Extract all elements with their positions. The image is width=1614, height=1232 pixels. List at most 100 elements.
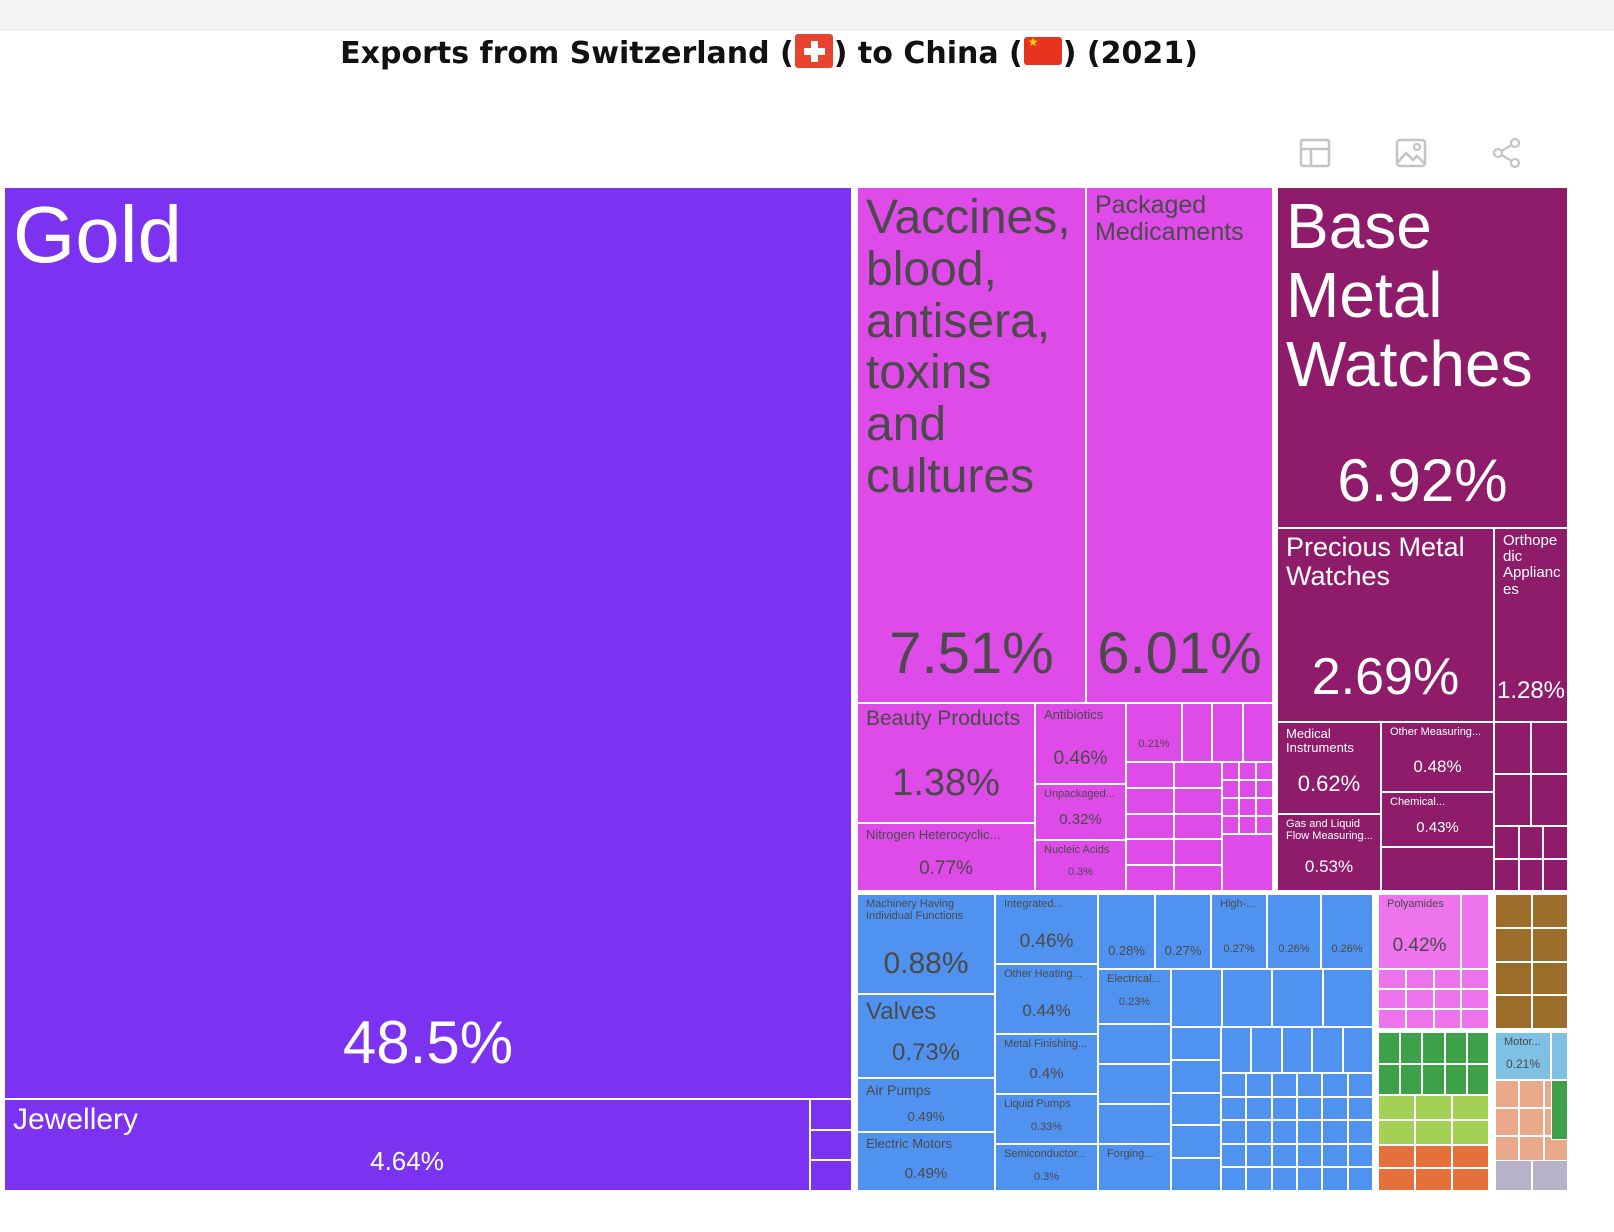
treemap-tile[interactable]: 0.26%	[1321, 894, 1373, 969]
treemap-tile-small[interactable]	[1271, 1073, 1297, 1097]
treemap-tile-small[interactable]	[810, 1129, 852, 1161]
treemap-tile-small[interactable]	[1171, 1059, 1221, 1093]
treemap-tile-small[interactable]	[1322, 1167, 1348, 1191]
treemap-tile[interactable]: Air Pumps 0.49%	[857, 1078, 995, 1132]
treemap-tile-small[interactable]	[1322, 1073, 1348, 1097]
treemap-tile-small[interactable]	[1239, 816, 1256, 834]
treemap-tile-small[interactable]	[810, 1160, 852, 1191]
treemap-tile-small[interactable]	[1461, 989, 1489, 1009]
treemap-tile-small[interactable]	[1281, 1027, 1313, 1073]
treemap-tile-small[interactable]	[1543, 826, 1568, 859]
treemap-tile-small[interactable]	[1400, 1032, 1423, 1064]
treemap-tile-small[interactable]	[1222, 834, 1273, 891]
treemap-tile-small[interactable]	[1322, 1096, 1348, 1121]
treemap-tile-small[interactable]	[1347, 1096, 1373, 1121]
treemap-tile-small[interactable]	[1174, 839, 1222, 866]
treemap-tile-small[interactable]	[1531, 774, 1568, 826]
treemap-tile[interactable]: Motor... 0.21%	[1495, 1032, 1551, 1080]
treemap-tile-small[interactable]	[1444, 1032, 1467, 1064]
treemap-tile-small[interactable]	[1495, 927, 1532, 962]
treemap-tile-small[interactable]	[1378, 989, 1406, 1009]
treemap-tile-small[interactable]	[1378, 1145, 1415, 1168]
treemap-tile-small[interactable]	[1271, 1167, 1297, 1191]
treemap-tile[interactable]: High-... 0.27%	[1211, 894, 1267, 969]
treemap-tile-small[interactable]	[1378, 1032, 1401, 1064]
treemap-tile-small[interactable]	[1271, 1096, 1297, 1121]
treemap-tile-small[interactable]	[1433, 969, 1462, 989]
treemap-tile[interactable]: Electric Motors 0.49%	[857, 1132, 995, 1191]
treemap-tile-small[interactable]	[1381, 847, 1494, 891]
treemap-tile-small[interactable]	[1461, 894, 1489, 969]
treemap-tile[interactable]: Precious Metal Watches 2.69%	[1277, 528, 1494, 722]
treemap-tile-small[interactable]	[1415, 1095, 1452, 1120]
treemap-tile-small[interactable]	[1494, 826, 1519, 859]
treemap-tile-small[interactable]	[1494, 774, 1531, 826]
treemap-tile-small[interactable]	[1342, 1027, 1373, 1073]
treemap-tile-small[interactable]	[1246, 1167, 1272, 1191]
treemap-tile-small[interactable]	[1222, 780, 1239, 798]
treemap-tile[interactable]: Gold 48.5%	[4, 187, 852, 1099]
treemap-tile-small[interactable]	[1495, 995, 1532, 1029]
treemap-tile-small[interactable]	[1221, 969, 1272, 1027]
treemap-tile-small[interactable]	[1405, 989, 1434, 1009]
treemap-tile-small[interactable]	[1466, 1032, 1489, 1064]
treemap-tile-small[interactable]	[1256, 762, 1273, 780]
treemap-tile[interactable]: Machinery Having Individual Functions 0.8…	[857, 894, 995, 994]
treemap-tile-small[interactable]	[1174, 865, 1222, 891]
treemap-tile-small[interactable]	[1495, 1107, 1520, 1136]
treemap-tile[interactable]: Antibiotics 0.46%	[1035, 703, 1126, 784]
treemap-tile-small[interactable]	[1422, 1063, 1445, 1095]
treemap-tile-small[interactable]	[1297, 1073, 1323, 1097]
treemap-tile-small[interactable]	[1378, 1063, 1401, 1095]
treemap-tile-small[interactable]	[1433, 1009, 1462, 1029]
treemap-tile-small[interactable]	[1297, 1143, 1323, 1168]
treemap-tile-small[interactable]	[1531, 927, 1568, 962]
treemap-tile[interactable]: Integrated... 0.46%	[995, 894, 1098, 964]
treemap-tile-small[interactable]	[1221, 1167, 1247, 1191]
treemap-tile[interactable]: 0.26%	[1267, 894, 1321, 969]
treemap-tile[interactable]: Semiconductor... 0.3%	[995, 1144, 1098, 1191]
treemap-tile-small[interactable]	[1378, 969, 1406, 989]
treemap-tile-small[interactable]	[1171, 1027, 1221, 1060]
treemap-tile[interactable]: Beauty Products 1.38%	[857, 703, 1035, 823]
treemap-tile-small[interactable]	[1347, 1120, 1373, 1144]
treemap-tile-small[interactable]	[1221, 1143, 1247, 1168]
treemap-tile[interactable]: Other Measuring... 0.48%	[1381, 722, 1494, 792]
treemap-tile-small[interactable]	[1182, 703, 1213, 762]
treemap-tile-small[interactable]	[1174, 787, 1222, 814]
treemap-tile[interactable]: Medical Instruments 0.62%	[1277, 722, 1381, 814]
treemap-tile-small[interactable]	[1495, 1135, 1520, 1164]
treemap-tile[interactable]: Chemical... 0.43%	[1381, 792, 1494, 847]
treemap-tile-small[interactable]	[1271, 1143, 1297, 1168]
treemap-tile[interactable]: 0.27%	[1155, 894, 1211, 969]
treemap-tile-small[interactable]	[1378, 1095, 1415, 1120]
treemap-tile-small[interactable]	[1239, 780, 1256, 798]
treemap-tile[interactable]: Jewellery 4.64%	[4, 1099, 810, 1191]
treemap-tile-small[interactable]	[1405, 969, 1434, 989]
treemap-tile-small[interactable]	[1212, 703, 1243, 762]
treemap-tile-small[interactable]	[1518, 826, 1544, 859]
treemap-tile-small[interactable]	[1415, 1168, 1452, 1191]
treemap-tile-small[interactable]	[1519, 1107, 1544, 1136]
treemap-tile-small[interactable]	[1378, 1009, 1406, 1029]
treemap-tile-small[interactable]	[1256, 816, 1273, 834]
treemap-tile-small[interactable]	[1126, 813, 1174, 840]
treemap-tile-small[interactable]	[1256, 780, 1273, 798]
treemap-tile[interactable]: Forging...	[1098, 1144, 1171, 1191]
treemap-tile-small[interactable]	[1531, 961, 1568, 996]
treemap-tile-small[interactable]	[1126, 865, 1174, 891]
treemap-tile-small[interactable]	[1322, 969, 1373, 1027]
treemap-tile[interactable]: Vaccines, blood, antisera, toxins and cu…	[857, 187, 1086, 703]
treemap-tile-small[interactable]	[1347, 1167, 1373, 1191]
treemap-tile-small[interactable]	[1171, 1158, 1221, 1191]
treemap-tile[interactable]: Polyamides 0.42%	[1378, 894, 1461, 969]
treemap-tile-small[interactable]	[1221, 1096, 1247, 1121]
treemap-tile-small[interactable]	[1461, 1009, 1489, 1029]
treemap-tile-small[interactable]	[1452, 1120, 1489, 1145]
treemap-tile-small[interactable]	[1322, 1143, 1348, 1168]
treemap-tile-small[interactable]	[1246, 1073, 1272, 1097]
treemap-tile-small[interactable]	[1494, 858, 1519, 891]
treemap-tile-small[interactable]	[1171, 1092, 1221, 1126]
treemap-tile-small[interactable]	[1378, 1120, 1415, 1145]
table-view-button[interactable]	[1298, 136, 1332, 170]
